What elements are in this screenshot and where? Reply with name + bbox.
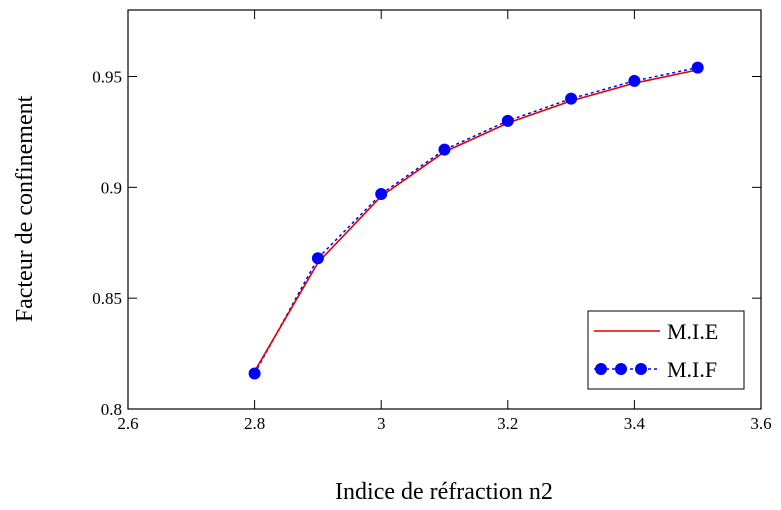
legend-label-mie: M.I.E xyxy=(667,319,718,344)
data-point-mif xyxy=(312,252,324,264)
x-tick-label: 3 xyxy=(377,414,386,433)
x-axis-title: Indice de réfraction n2 xyxy=(335,479,553,505)
x-tick-label: 2.8 xyxy=(244,414,265,433)
legend-label-mif: M.I.F xyxy=(667,357,717,382)
legend-marker-mif xyxy=(635,363,647,375)
data-point-mif xyxy=(439,144,451,156)
y-axis-title: Facteur de confinement xyxy=(12,95,38,322)
x-tick-label: 3.4 xyxy=(624,414,646,433)
x-tick-label: 3.6 xyxy=(750,414,771,433)
x-tick-label: 3.2 xyxy=(497,414,518,433)
data-point-mif xyxy=(692,62,704,74)
y-tick-label: 0.85 xyxy=(92,289,122,308)
y-tick-label: 0.9 xyxy=(101,178,122,197)
data-point-mif xyxy=(628,75,640,87)
data-point-mif xyxy=(375,188,387,200)
y-tick-label: 0.95 xyxy=(92,68,122,87)
data-point-mif xyxy=(565,93,577,105)
x-tick-label: 2.6 xyxy=(117,414,138,433)
legend-box xyxy=(588,311,744,389)
legend-marker-mif xyxy=(595,363,607,375)
data-point-mif xyxy=(502,115,514,127)
legend: M.I.E M.I.F xyxy=(588,311,744,389)
data-point-mif xyxy=(249,368,261,380)
legend-marker-mif xyxy=(615,363,627,375)
